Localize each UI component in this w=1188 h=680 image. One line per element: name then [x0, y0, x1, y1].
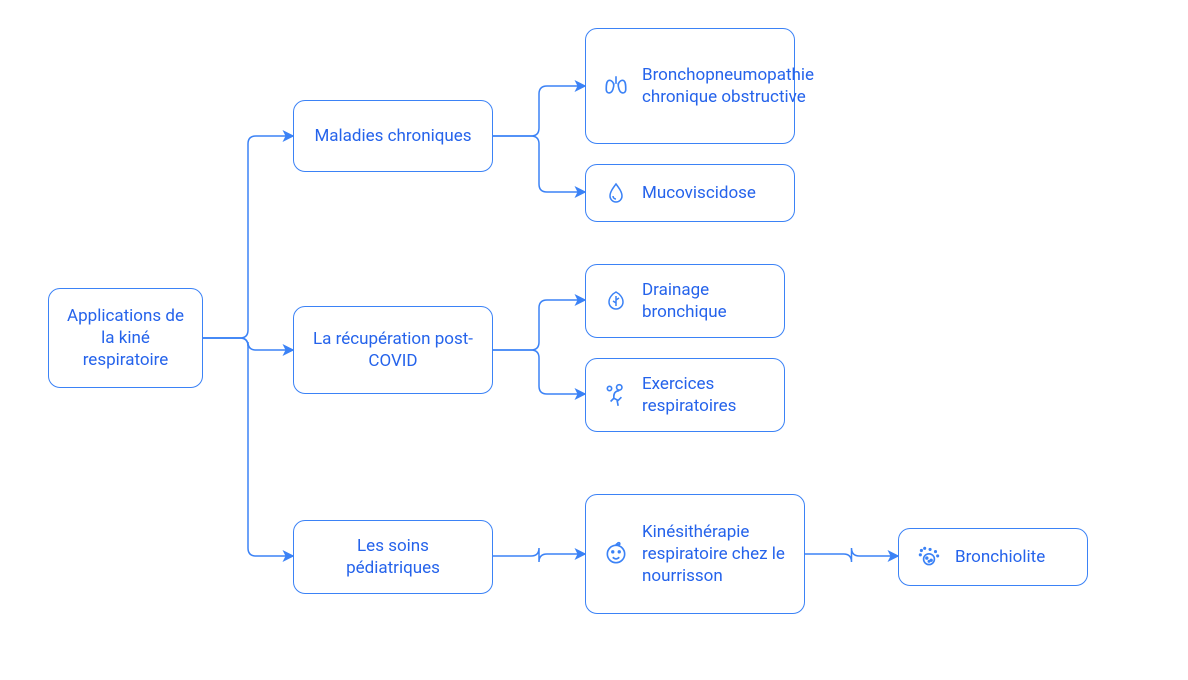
drop-icon — [602, 179, 630, 207]
node-drainage: Drainage bronchique — [585, 264, 785, 338]
person-icon — [602, 381, 630, 409]
lungs-icon — [602, 72, 630, 100]
edge-postcovid-drainage — [493, 300, 585, 350]
node-label: Les soins pédiatriques — [310, 535, 476, 579]
node-root: Applications de la kiné respiratoire — [48, 288, 203, 388]
edge-pediatric-nourrisson — [493, 548, 585, 562]
node-label: Kinésithérapie respiratoire chez le nour… — [642, 521, 788, 587]
edge-root-pediatric — [203, 338, 293, 556]
node-muco: Mucoviscidose — [585, 164, 795, 222]
baby-icon — [602, 540, 630, 568]
node-label: Bronchopneumopathie chronique obstructiv… — [642, 64, 814, 108]
edge-root-chronic — [203, 136, 293, 338]
node-label: Applications de la kiné respiratoire — [65, 305, 186, 371]
node-bronchiolite: Bronchiolite — [898, 528, 1088, 586]
node-label: Bronchiolite — [955, 546, 1071, 568]
edge-nourrisson-bronchiolite — [805, 548, 898, 562]
node-nourrisson: Kinésithérapie respiratoire chez le nour… — [585, 494, 805, 614]
node-label: Maladies chroniques — [310, 125, 476, 147]
edge-root-postcovid — [203, 338, 293, 350]
edge-postcovid-exercices — [493, 350, 585, 394]
virus-icon — [915, 543, 943, 571]
node-label: Mucoviscidose — [642, 182, 778, 204]
node-bpco: Bronchopneumopathie chronique obstructiv… — [585, 28, 795, 144]
node-label: Drainage bronchique — [642, 279, 768, 323]
node-label: La récupération post-COVID — [310, 328, 476, 372]
leaf-icon — [602, 287, 630, 315]
node-chronic: Maladies chroniques — [293, 100, 493, 172]
node-postcovid: La récupération post-COVID — [293, 306, 493, 394]
node-pediatric: Les soins pédiatriques — [293, 520, 493, 594]
node-label: Exercices respiratoires — [642, 373, 768, 417]
edge-chronic-bpco — [493, 86, 585, 136]
node-exercices: Exercices respiratoires — [585, 358, 785, 432]
edge-chronic-muco — [493, 136, 585, 192]
